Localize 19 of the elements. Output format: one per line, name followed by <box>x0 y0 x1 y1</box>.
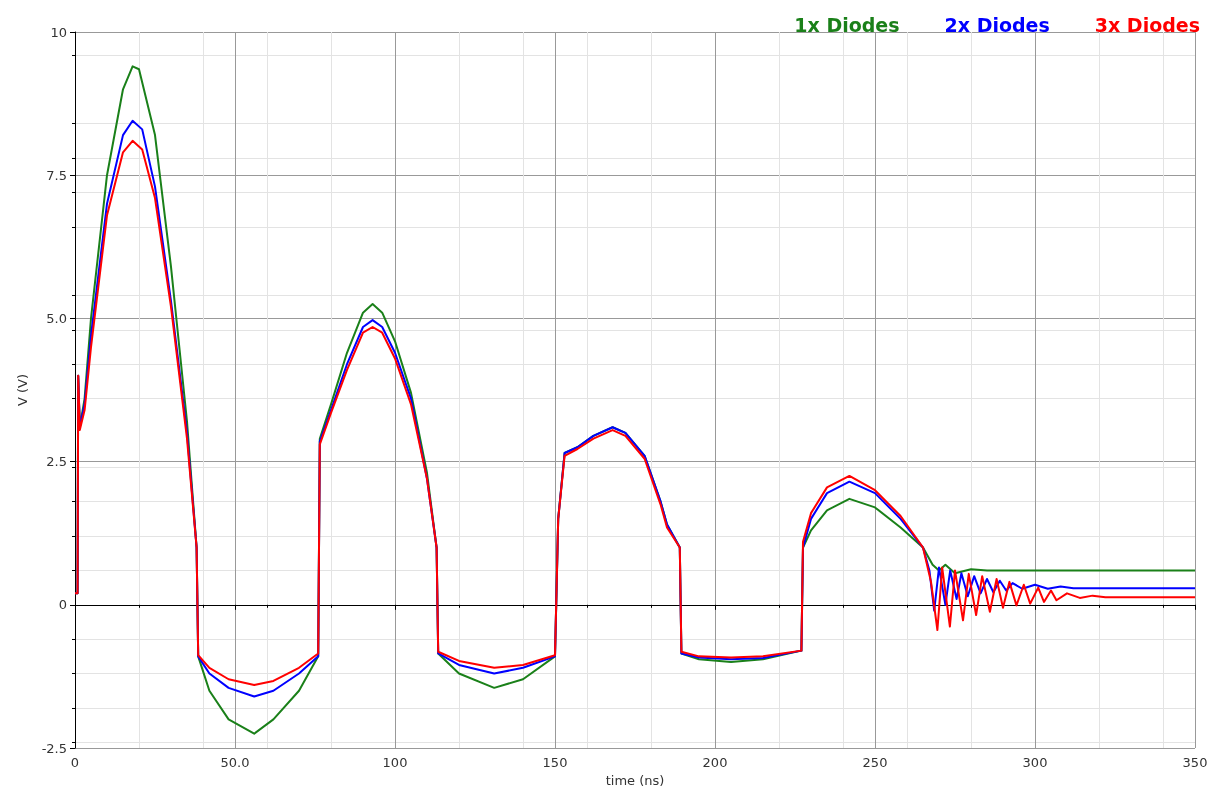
x-tick-label: 0 <box>70 755 80 770</box>
x-tick-label: 350 <box>1182 755 1208 770</box>
x-tick-label: 100 <box>382 755 408 770</box>
y-tick-label: 5.0 <box>46 310 67 326</box>
text: 3x Diodes <box>1094 13 1201 36</box>
text: 1x Diodes <box>794 13 900 36</box>
text: 2x Diodes <box>944 13 1050 36</box>
x-tick-label: 250 <box>862 755 888 770</box>
x-tick-label: 200 <box>702 755 728 770</box>
x-tick-label: 50.0 <box>220 755 250 770</box>
y-tick-label: 2.5 <box>46 454 67 470</box>
y-tick-label: -2.5 <box>41 740 67 756</box>
x-axis-title: time (ns) <box>605 772 665 788</box>
y-tick-label: 0 <box>58 597 67 613</box>
y-tick-label: 10 <box>50 24 67 40</box>
x-tick-label: 300 <box>1022 755 1048 770</box>
y-axis-title: V (V) <box>15 373 30 407</box>
x-tick-label: 150 <box>542 755 568 770</box>
y-tick-label: 7.5 <box>46 167 67 183</box>
